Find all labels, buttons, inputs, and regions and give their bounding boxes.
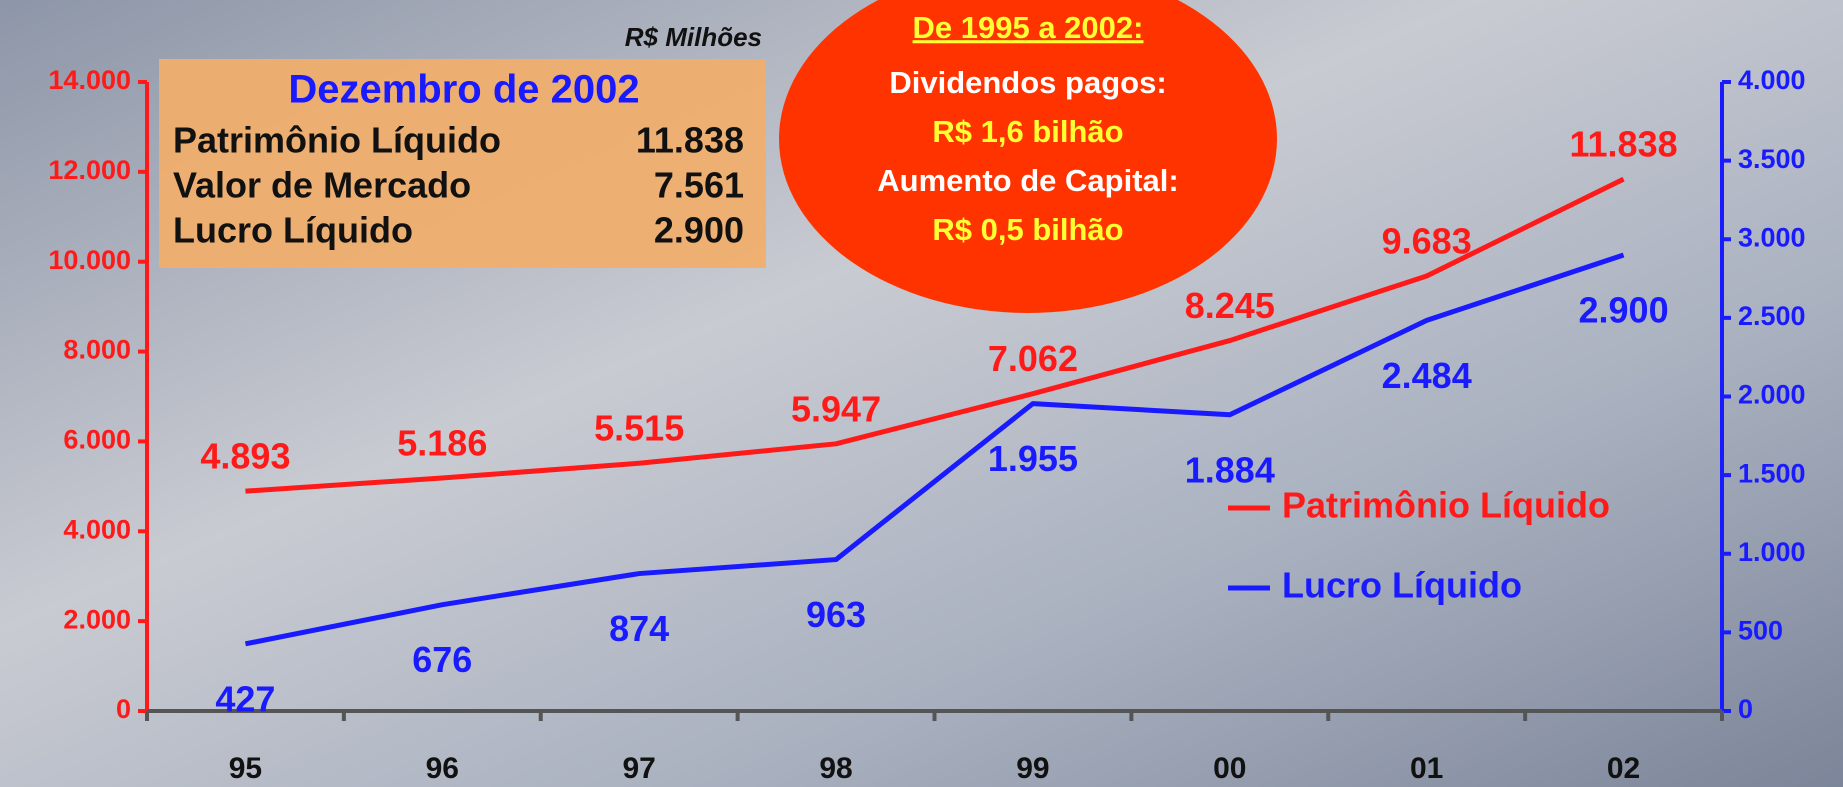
value-label: 2.484 <box>1382 355 1472 396</box>
callout-title: De 1995 a 2002: <box>913 10 1144 45</box>
summary-row-label: Valor de Mercado <box>173 165 471 206</box>
summary-row-value: 7.561 <box>654 165 744 206</box>
summary-row-label: Lucro Líquido <box>173 210 413 251</box>
y-tick-label: 6.000 <box>63 425 131 455</box>
x-tick-label: 95 <box>229 752 262 785</box>
y-tick-label: 10.000 <box>48 245 131 275</box>
callout-line: R$ 0,5 bilhão <box>932 212 1123 247</box>
y-tick-label: 2.000 <box>63 604 131 634</box>
value-label: 5.186 <box>397 423 487 464</box>
y-tick-label: 4.000 <box>63 514 131 544</box>
x-tick-label: 00 <box>1213 752 1246 785</box>
value-label: 427 <box>215 678 275 719</box>
callout-line: Aumento de Capital: <box>877 163 1178 198</box>
value-label: 11.838 <box>1570 124 1678 165</box>
y2-tick-label: 2.000 <box>1738 380 1806 410</box>
x-tick-label: 98 <box>819 752 852 785</box>
x-tick-label: 96 <box>426 752 459 785</box>
value-label: 874 <box>609 608 669 649</box>
y2-tick-label: 3.000 <box>1738 222 1806 252</box>
value-label: 7.062 <box>988 338 1078 379</box>
summary-title: Dezembro de 2002 <box>288 68 639 112</box>
x-tick-label: 99 <box>1016 752 1049 785</box>
value-label: 9.683 <box>1382 220 1472 261</box>
summary-row-value: 11.838 <box>636 120 744 161</box>
y-tick-label: 12.000 <box>48 155 131 185</box>
value-label: 963 <box>806 594 866 635</box>
chart: R$ Milhões Dezembro de 2002 De 1995 a 20… <box>0 0 1843 787</box>
summary-row-label: Patrimônio Líquido <box>173 120 501 161</box>
value-label: 1.955 <box>988 438 1078 479</box>
y-tick-label: 0 <box>116 694 131 724</box>
summary-row-value: 2.900 <box>654 210 744 251</box>
value-label: 8.245 <box>1185 285 1275 326</box>
x-tick-label: 02 <box>1607 752 1640 785</box>
y2-tick-label: 500 <box>1738 616 1783 646</box>
y2-tick-label: 4.000 <box>1738 65 1806 95</box>
unit-label: R$ Milhões <box>625 22 762 52</box>
value-label: 5.947 <box>791 388 881 429</box>
x-tick-label: 97 <box>623 752 656 785</box>
x-tick-label: 01 <box>1410 752 1443 785</box>
value-label: 676 <box>412 639 472 680</box>
callout-line: R$ 1,6 bilhão <box>932 114 1123 149</box>
y-tick-label: 14.000 <box>48 65 131 95</box>
y2-tick-label: 1.000 <box>1738 537 1806 567</box>
legend-label: Patrimônio Líquido <box>1282 485 1610 526</box>
value-label: 4.893 <box>200 436 290 477</box>
y2-tick-label: 0 <box>1738 694 1753 724</box>
y2-tick-label: 3.500 <box>1738 144 1806 174</box>
value-label: 5.515 <box>594 408 684 449</box>
y2-tick-label: 2.500 <box>1738 301 1806 331</box>
legend-label: Lucro Líquido <box>1282 565 1522 606</box>
y-tick-label: 8.000 <box>63 335 131 365</box>
y2-tick-label: 1.500 <box>1738 458 1806 488</box>
callout-line: Dividendos pagos: <box>889 65 1166 100</box>
value-label: 2.900 <box>1579 289 1669 330</box>
value-label: 1.884 <box>1185 449 1275 490</box>
